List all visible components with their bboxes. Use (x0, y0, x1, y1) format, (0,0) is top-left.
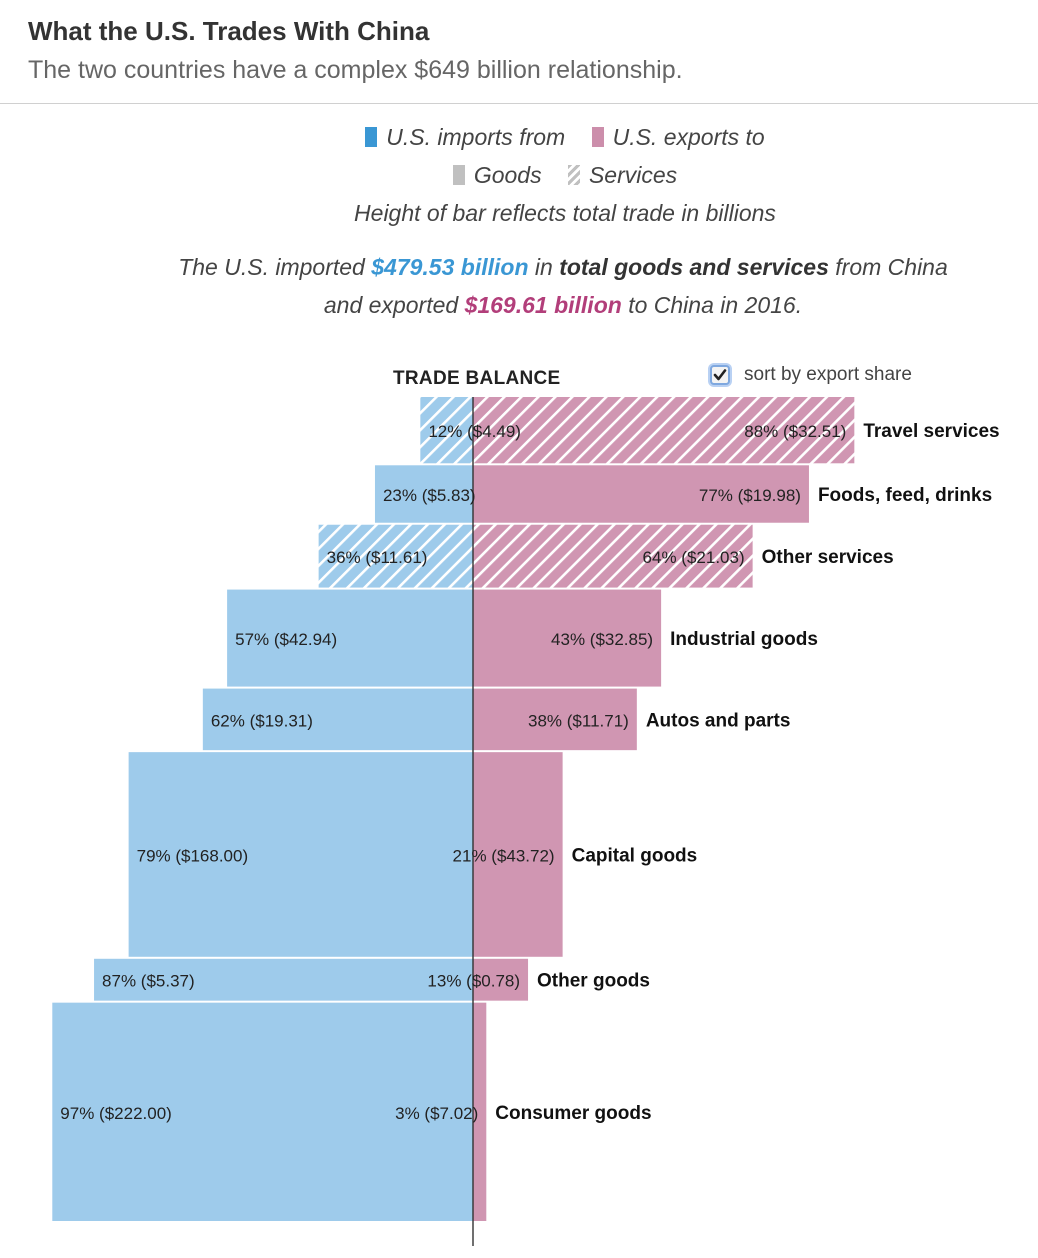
sort-toggle[interactable]: sort by export share (710, 364, 912, 386)
import-label-foods-feed-drinks: 23% ($5.83) (383, 486, 476, 505)
import-bar-travel-services (420, 397, 473, 464)
category-label-capital-goods: Capital goods (572, 845, 698, 866)
legend-imports-swatch (365, 127, 378, 147)
import-label-capital-goods: 79% ($168.00) (137, 846, 249, 865)
import-label-industrial-goods: 57% ($42.94) (235, 630, 337, 649)
category-label-autos-and-parts: Autos and parts (646, 710, 791, 731)
legend-services-label: Services (588, 162, 678, 188)
import-bar-other-goods (94, 958, 474, 1001)
legend-direction: U.S. imports from U.S. exports to (0, 124, 1038, 151)
summary-line2-suffix: to China in 2016. (628, 292, 803, 318)
sort-label: sort by export share (744, 364, 912, 385)
legend-services: Services (567, 162, 678, 189)
export-label-industrial-goods: 43% ($32.85) (551, 630, 653, 649)
summary-line-1: The U.S. imported $479.53 billion in tot… (0, 254, 1038, 281)
summary-line1-mid: in (534, 254, 553, 280)
legend-exports: U.S. exports to (591, 124, 765, 151)
import-label-travel-services: 12% ($4.49) (428, 422, 521, 441)
header-divider (0, 103, 1038, 104)
import-label-consumer-goods: 97% ($222.00) (60, 1104, 172, 1123)
import-bar-foods-feed-drinks (374, 465, 473, 523)
import-label-autos-and-parts: 62% ($19.31) (211, 711, 313, 730)
category-label-other-services: Other services (762, 547, 894, 568)
legend-imports: U.S. imports from (365, 124, 565, 151)
legend-note: Height of bar reflects total trade in bi… (354, 200, 776, 226)
legend-type: Goods Services (0, 162, 1038, 189)
summary-import-total: $479.53 billion (371, 254, 529, 280)
import-bar-capital-goods (128, 752, 473, 957)
checkmark-icon (713, 369, 727, 381)
summary-export-total: $169.61 billion (464, 292, 622, 318)
export-label-other-services: 64% ($21.03) (643, 548, 745, 567)
summary-line2-prefix: and exported (323, 292, 459, 318)
category-label-industrial-goods: Industrial goods (670, 629, 818, 650)
export-bar-foods-feed-drinks (473, 465, 809, 523)
legend-goods-swatch (452, 165, 465, 185)
import-label-other-services: 36% ($11.61) (327, 548, 428, 567)
sort-checkbox[interactable] (710, 365, 730, 385)
legend-services-swatch (567, 165, 580, 185)
export-label-autos-and-parts: 38% ($11.71) (528, 711, 629, 730)
export-bar-capital-goods (473, 752, 563, 957)
chart-title: What the U.S. Trades With China (28, 16, 430, 46)
import-bar-industrial-goods (227, 589, 473, 687)
bars-layer (52, 397, 855, 1221)
export-label-other-goods: 13% ($0.78) (427, 972, 520, 991)
labels-layer: 12% ($4.49) 88% ($32.51) Travel services 23… (60, 421, 999, 1124)
export-label-capital-goods: 21% ($43.72) (453, 846, 555, 865)
category-label-foods-feed-drinks: Foods, feed, drinks (818, 485, 992, 506)
summary-line1-suffix: from China (835, 254, 948, 280)
import-bar-consumer-goods (52, 1002, 474, 1221)
export-bar-other-services (473, 524, 753, 588)
export-label-foods-feed-drinks: 77% ($19.98) (699, 486, 801, 505)
legend-exports-swatch (591, 127, 604, 147)
category-label-consumer-goods: Consumer goods (495, 1103, 651, 1124)
export-label-travel-services: 88% ($32.51) (744, 422, 846, 441)
import-bar-other-services (318, 524, 473, 588)
export-bar-other-goods (473, 958, 529, 1001)
import-bar-autos-and-parts (202, 688, 474, 751)
summary-line-2: and exported $169.61 billion to China in… (0, 292, 1038, 319)
trade-balance-label: TRADE BALANCE (393, 368, 561, 389)
chart-subtitle: The two countries have a complex $649 bi… (28, 56, 683, 84)
legend-exports-label: U.S. exports to (612, 124, 765, 150)
category-label-travel-services: Travel services (863, 421, 999, 442)
summary-line1-prefix: The U.S. imported (178, 254, 365, 280)
export-bar-autos-and-parts (473, 688, 637, 751)
export-bar-consumer-goods (473, 1002, 487, 1221)
legend-goods-label: Goods (473, 162, 542, 188)
legend-goods: Goods (452, 162, 542, 189)
export-label-consumer-goods: 3% ($7.02) (395, 1104, 478, 1123)
export-bar-travel-services (473, 397, 855, 464)
summary-line1-strong: total goods and services (559, 254, 829, 280)
category-label-other-goods: Other goods (537, 971, 650, 992)
import-label-other-goods: 87% ($5.37) (102, 972, 195, 991)
legend-imports-label: U.S. imports from (386, 124, 566, 150)
export-bar-industrial-goods (473, 589, 662, 687)
